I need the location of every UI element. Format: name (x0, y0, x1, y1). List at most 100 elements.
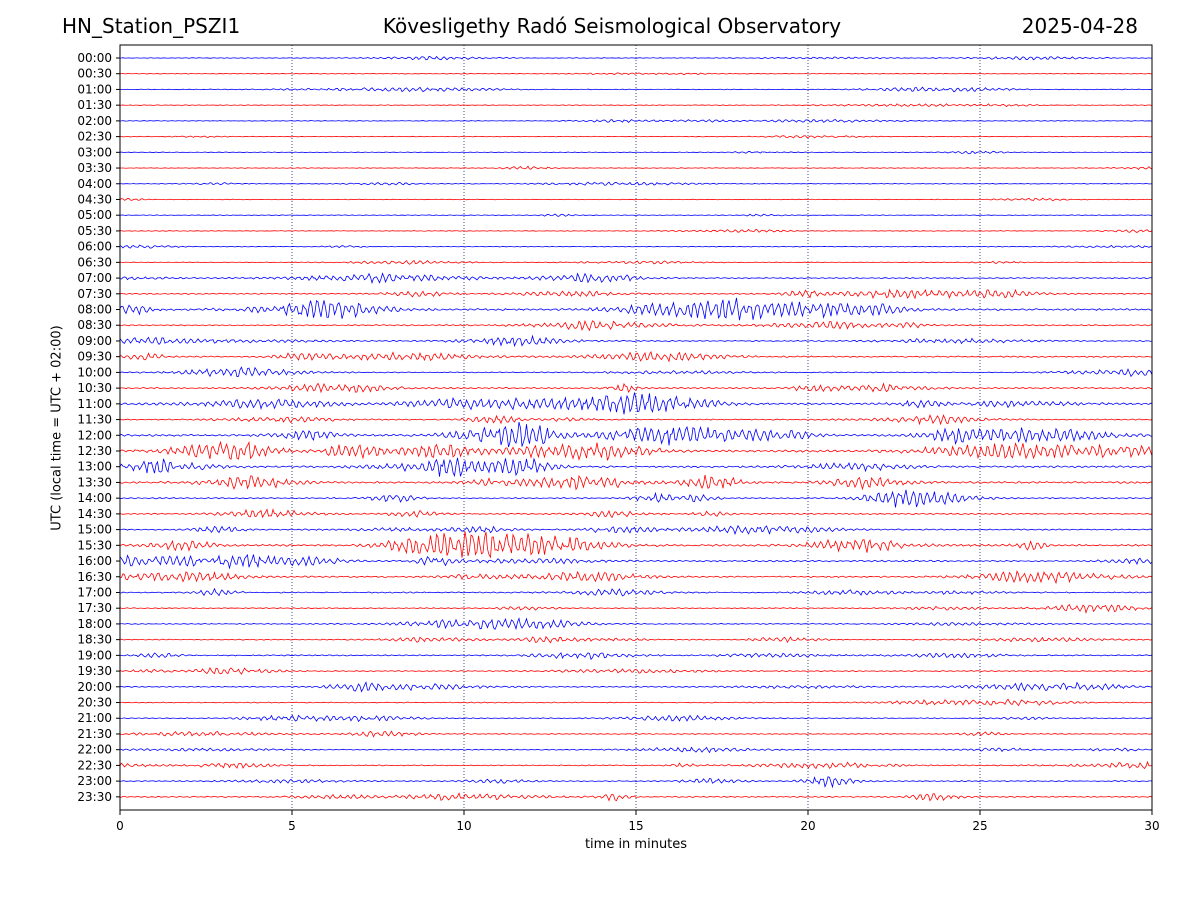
row-label-0500: 05:00 (77, 208, 112, 222)
row-label-0430: 04:30 (77, 192, 112, 206)
trace-0600 (119, 244, 1153, 249)
row-label-1700: 17:00 (77, 585, 112, 599)
row-label-1030: 10:30 (77, 381, 112, 395)
row-label-1500: 15:00 (77, 523, 112, 537)
trace-0700 (119, 272, 1153, 285)
x-tick-label-20: 20 (800, 819, 815, 833)
row-label-0000: 00:00 (77, 51, 112, 65)
row-label-1430: 14:30 (77, 507, 112, 521)
row-label-0930: 09:30 (77, 350, 112, 364)
row-label-1100: 11:00 (77, 397, 112, 411)
trace-1500 (119, 524, 1153, 536)
trace-1900 (119, 652, 1153, 661)
trace-1600 (119, 553, 1153, 570)
trace-0130 (119, 103, 1153, 108)
trace-2300 (119, 776, 1153, 789)
trace-0630 (119, 259, 1153, 265)
row-label-2100: 21:00 (77, 711, 112, 725)
row-label-1730: 17:30 (77, 601, 112, 615)
trace-1430 (119, 508, 1153, 519)
trace-1530 (119, 531, 1153, 559)
trace-0500 (119, 213, 1153, 217)
trace-2200 (119, 746, 1153, 754)
row-label-0230: 02:30 (77, 130, 112, 144)
trace-1930 (119, 667, 1153, 675)
row-label-0400: 04:00 (77, 177, 112, 191)
row-label-1200: 12:00 (77, 428, 112, 442)
trace-0530 (119, 228, 1153, 233)
trace-1300 (119, 457, 1153, 478)
row-label-1630: 16:30 (77, 570, 112, 584)
trace-0800 (119, 297, 1153, 321)
trace-1200 (119, 421, 1153, 448)
y-axis-label: UTC (local time = UTC + 02:00) (49, 325, 65, 531)
trace-1230 (119, 440, 1153, 461)
observatory-title: Kövesligethy Radó Seismological Observat… (382, 14, 842, 38)
row-label-2030: 20:30 (77, 696, 112, 710)
trace-2230 (119, 760, 1153, 770)
x-tick-label-25: 25 (972, 819, 987, 833)
trace-1130 (119, 414, 1153, 426)
trace-1830 (119, 635, 1153, 644)
row-label-1130: 11:30 (77, 413, 112, 427)
trace-1400 (119, 489, 1152, 508)
row-label-1900: 19:00 (77, 648, 112, 662)
row-label-2300: 23:00 (77, 774, 112, 788)
row-label-0700: 07:00 (77, 271, 112, 285)
trace-0830 (119, 319, 1153, 332)
trace-0000 (119, 55, 1153, 61)
row-label-2230: 22:30 (77, 758, 112, 772)
trace-0300 (119, 150, 1153, 155)
x-tick-label-0: 0 (116, 819, 124, 833)
row-label-2000: 20:00 (77, 680, 112, 694)
row-label-0200: 02:00 (77, 114, 112, 128)
row-label-2130: 21:30 (77, 727, 112, 741)
row-label-0100: 01:00 (77, 82, 112, 96)
date-label: 2025-04-28 (1021, 14, 1138, 38)
row-label-1330: 13:30 (77, 475, 112, 489)
x-tick-label-10: 10 (456, 819, 471, 833)
row-label-1800: 18:00 (77, 617, 112, 631)
x-tick-label-30: 30 (1144, 819, 1159, 833)
trace-0330 (119, 165, 1153, 170)
trace-0200 (119, 119, 1153, 123)
row-label-1300: 13:00 (77, 460, 112, 474)
x-tick-label-5: 5 (288, 819, 296, 833)
row-label-0330: 03:30 (77, 161, 112, 175)
row-label-1930: 19:30 (77, 664, 112, 678)
row-label-1000: 10:00 (77, 365, 112, 379)
row-label-1230: 12:30 (77, 444, 112, 458)
trace-2030 (119, 698, 1153, 707)
x-axis-label: time in minutes (584, 837, 688, 852)
trace-2000 (119, 681, 1153, 693)
trace-0900 (119, 334, 1153, 348)
trace-1000 (119, 366, 1153, 378)
row-label-1400: 14:00 (77, 491, 112, 505)
row-label-0530: 05:30 (77, 224, 112, 238)
row-label-2330: 23:30 (77, 790, 112, 804)
row-label-0900: 09:00 (77, 334, 112, 348)
trace-2100 (119, 714, 1153, 723)
trace-0100 (119, 86, 1153, 93)
row-label-1830: 18:30 (77, 633, 112, 647)
trace-2330 (119, 792, 1153, 802)
trace-0030 (119, 72, 1153, 76)
trace-1730 (119, 604, 1153, 615)
trace-1700 (119, 587, 1153, 597)
row-label-0600: 06:00 (77, 240, 112, 254)
row-label-0800: 08:00 (77, 303, 112, 317)
trace-0730 (119, 288, 1153, 300)
row-label-0130: 01:30 (77, 98, 112, 112)
row-label-0300: 03:00 (77, 145, 112, 159)
trace-0930 (119, 351, 1153, 363)
row-label-1600: 16:00 (77, 554, 112, 568)
row-label-2200: 22:00 (77, 743, 112, 757)
x-tick-label-15: 15 (628, 819, 643, 833)
row-label-0830: 08:30 (77, 318, 112, 332)
row-label-0630: 06:30 (77, 255, 112, 269)
trace-1630 (119, 570, 1153, 585)
trace-1800 (119, 617, 1153, 631)
trace-0230 (119, 135, 1153, 139)
